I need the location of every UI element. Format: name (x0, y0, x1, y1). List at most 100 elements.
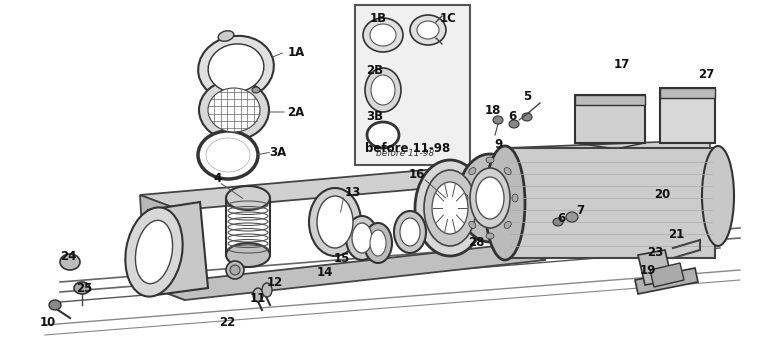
Ellipse shape (252, 87, 260, 93)
Text: 1C: 1C (440, 12, 457, 24)
Ellipse shape (135, 220, 173, 284)
Text: 16: 16 (409, 168, 425, 180)
Polygon shape (650, 263, 684, 287)
Ellipse shape (49, 300, 61, 310)
Ellipse shape (485, 146, 525, 260)
Text: 3A: 3A (269, 146, 287, 158)
Text: 4: 4 (214, 171, 222, 185)
Ellipse shape (415, 160, 485, 256)
Text: before 11-98: before 11-98 (366, 141, 451, 155)
Ellipse shape (226, 243, 270, 267)
Ellipse shape (432, 182, 468, 234)
Text: 21: 21 (668, 228, 684, 240)
Ellipse shape (226, 186, 270, 210)
Bar (355, 5, 470, 165)
Text: 20: 20 (654, 187, 670, 200)
Ellipse shape (370, 230, 386, 256)
Text: 14: 14 (317, 266, 334, 279)
Ellipse shape (74, 282, 90, 294)
Bar (575, 95, 645, 143)
Ellipse shape (504, 168, 511, 174)
Ellipse shape (309, 188, 361, 256)
Ellipse shape (512, 194, 518, 202)
Text: 25: 25 (76, 282, 93, 295)
Ellipse shape (208, 44, 264, 92)
Text: 12: 12 (267, 275, 283, 289)
Ellipse shape (365, 68, 401, 112)
Polygon shape (148, 202, 208, 295)
Ellipse shape (198, 131, 258, 179)
Ellipse shape (370, 24, 396, 46)
Ellipse shape (371, 75, 395, 105)
Ellipse shape (486, 233, 494, 239)
Ellipse shape (486, 157, 494, 163)
Ellipse shape (493, 116, 503, 124)
Text: before 11-98: before 11-98 (376, 149, 434, 157)
Text: 11: 11 (250, 291, 266, 304)
Text: 2B: 2B (366, 64, 383, 76)
Text: 28: 28 (468, 236, 484, 248)
Text: 10: 10 (40, 315, 56, 328)
Ellipse shape (504, 221, 511, 228)
Ellipse shape (469, 221, 476, 228)
Text: 1A: 1A (288, 45, 304, 59)
Ellipse shape (469, 168, 476, 174)
Text: 6: 6 (508, 110, 516, 122)
Text: 3B: 3B (366, 110, 383, 122)
Text: 24: 24 (60, 250, 76, 262)
Ellipse shape (198, 36, 274, 100)
Ellipse shape (218, 31, 234, 41)
Text: 9: 9 (495, 138, 503, 150)
Text: 5: 5 (522, 89, 531, 103)
Ellipse shape (417, 21, 439, 39)
Ellipse shape (553, 218, 563, 226)
Polygon shape (635, 268, 698, 294)
Ellipse shape (458, 154, 522, 242)
Ellipse shape (470, 168, 510, 228)
Ellipse shape (208, 88, 260, 132)
Ellipse shape (509, 120, 519, 128)
Ellipse shape (394, 211, 426, 253)
Bar (660, 88, 715, 143)
Ellipse shape (125, 207, 183, 297)
Ellipse shape (367, 122, 399, 148)
Text: 2A: 2A (288, 105, 304, 119)
Ellipse shape (400, 218, 420, 246)
Text: 17: 17 (614, 58, 630, 70)
Polygon shape (505, 140, 710, 163)
Ellipse shape (317, 196, 353, 248)
Ellipse shape (253, 288, 263, 302)
Ellipse shape (262, 283, 272, 297)
Circle shape (230, 265, 240, 275)
Text: 18: 18 (485, 104, 501, 118)
Polygon shape (140, 160, 580, 210)
Text: 6: 6 (557, 211, 565, 224)
Text: 1B: 1B (369, 12, 386, 24)
Text: 23: 23 (647, 245, 663, 259)
Ellipse shape (206, 138, 250, 172)
Polygon shape (638, 250, 672, 285)
Ellipse shape (476, 177, 504, 219)
Text: 15: 15 (334, 252, 350, 265)
Ellipse shape (346, 216, 378, 260)
Ellipse shape (462, 194, 468, 202)
Ellipse shape (364, 223, 392, 263)
Polygon shape (505, 160, 580, 260)
Bar (575, 95, 645, 105)
Ellipse shape (522, 113, 532, 121)
Text: 13: 13 (345, 186, 361, 199)
Text: 22: 22 (219, 315, 235, 328)
Polygon shape (140, 195, 185, 300)
Ellipse shape (424, 170, 476, 246)
Ellipse shape (199, 80, 269, 140)
Text: 27: 27 (698, 67, 714, 81)
Text: 19: 19 (640, 263, 656, 276)
Text: 7: 7 (576, 203, 584, 216)
Ellipse shape (363, 18, 403, 52)
Ellipse shape (410, 15, 446, 45)
Ellipse shape (702, 146, 734, 246)
Polygon shape (145, 245, 545, 300)
Circle shape (226, 261, 244, 279)
Ellipse shape (60, 254, 80, 270)
Ellipse shape (352, 223, 372, 253)
